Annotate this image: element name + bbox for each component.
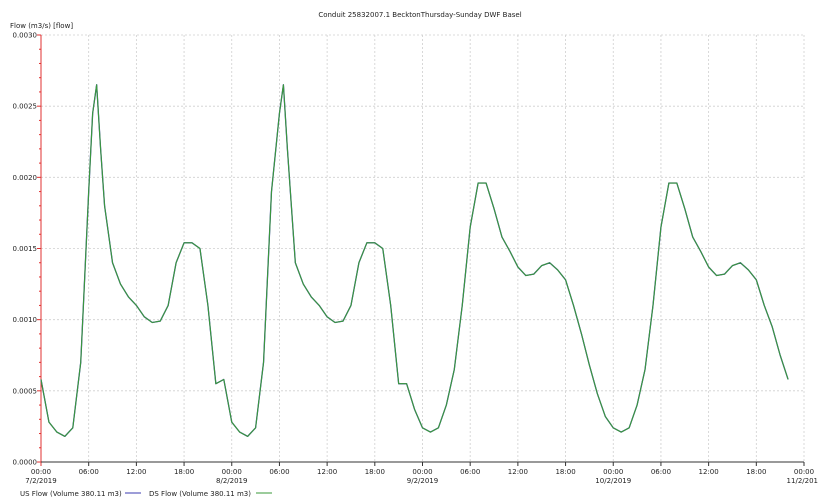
y-tick-label: 0.0030 (13, 32, 38, 40)
grid (41, 34, 805, 462)
x-tick-label: 00:00 (412, 468, 432, 476)
x-tick-label: 18:00 (555, 468, 575, 476)
y-tick-label: 0.0020 (13, 174, 38, 182)
x-tick-label: 12:00 (508, 468, 528, 476)
date-label: 10/2/2019 (595, 477, 631, 485)
x-tick-label: 12:00 (126, 468, 146, 476)
x-tick-label: 00:00 (31, 468, 51, 476)
legend-us-flow-label: US Flow (Volume 380.11 m3) (20, 490, 122, 498)
date-label: 9/2/2019 (407, 477, 438, 485)
chart-title: Conduit 25832007.1 BecktonThursday-Sunda… (318, 11, 521, 19)
y-tick-label: 0.0015 (13, 245, 38, 253)
x-tick-label: 06:00 (460, 468, 480, 476)
ds-flow-series-line (40, 84, 789, 437)
x-tick-label: 00:00 (603, 468, 623, 476)
axes (37, 34, 805, 466)
x-tick-label: 06:00 (651, 468, 671, 476)
us-flow-series-line (40, 84, 789, 438)
y-tick-label: 0.0005 (13, 387, 38, 395)
y-tick-label: 0.0010 (13, 316, 38, 324)
x-tick-label: 00:00 (794, 468, 814, 476)
y-tick-label: 0.0000 (13, 459, 38, 467)
x-tick-label: 12:00 (317, 468, 337, 476)
x-tick-label: 18:00 (365, 468, 385, 476)
y-axis-label: Flow (m3/s) [flow] (10, 22, 73, 30)
x-tick-label: 18:00 (174, 468, 194, 476)
x-tick-labels: 00:00 06:00 12:00 18:00 00:00 06:00 12:00 18:00… (25, 468, 818, 485)
x-tick-label: 06:00 (269, 468, 289, 476)
x-tick-label: 12:00 (699, 468, 719, 476)
x-tick-label: 00:00 (222, 468, 242, 476)
y-tick-label: 0.0025 (13, 103, 38, 111)
x-tick-label: 18:00 (746, 468, 766, 476)
date-label: 11/2/201 (787, 477, 818, 485)
legend-ds-flow-label: DS Flow (Volume 380.11 m3) (149, 490, 251, 498)
date-label: 7/2/2019 (25, 477, 56, 485)
legend: US Flow (Volume 380.11 m3) DS Flow (Volu… (20, 490, 272, 498)
series-lines (40, 84, 789, 438)
date-label: 8/2/2019 (216, 477, 247, 485)
y-tick-labels: 0.0000 0.0005 0.0010 0.0015 0.0020 0.0025 0.00… (13, 32, 38, 467)
x-tick-label: 06:00 (79, 468, 99, 476)
